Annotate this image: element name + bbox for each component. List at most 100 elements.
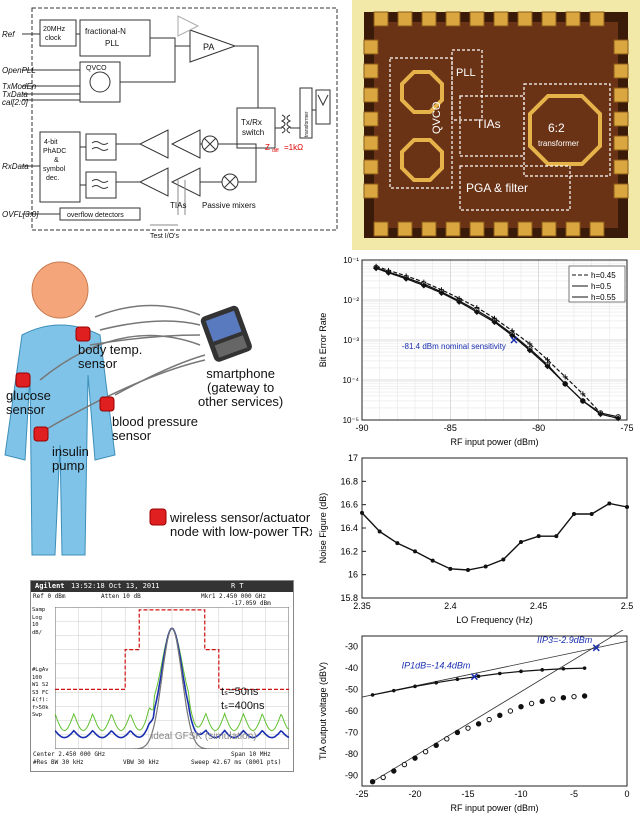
ber-legend-label: h=0.45 — [591, 271, 616, 280]
lin-im3-point — [401, 761, 408, 768]
ber-point — [597, 411, 604, 418]
die-label-transformer: 6:2 — [548, 121, 565, 135]
svg-text:RxData: RxData — [2, 162, 29, 171]
ber-point — [438, 289, 445, 296]
nf-ytick: 17 — [348, 453, 358, 463]
ber-ytick: 10⁻² — [343, 296, 359, 305]
nf-chart: 15.8 16 16.2 16.4 16.6 16.8 17 2.35 2.4 2.45 2.5 LO… — [312, 450, 640, 630]
spectrum-atten: Atten 10 dB — [101, 593, 141, 600]
svg-text:Tx/Rx: Tx/Rx — [241, 118, 262, 127]
lin-im3-point — [550, 696, 556, 702]
spectrum-brand: Agilent — [35, 582, 65, 590]
ber-point — [562, 380, 569, 387]
lin-fund-point — [413, 684, 417, 689]
ber-legend-box — [568, 265, 626, 303]
spectrum-rt: R T — [231, 582, 244, 590]
label-smartphone: smartphone (gateway to other services) — [198, 366, 284, 409]
svg-text:OpenPLL: OpenPLL — [2, 66, 36, 75]
spectrum-header: Agilent 13:52:18 Oct 13, 2011 R T — [31, 581, 293, 592]
nf-ytick: 16.2 — [340, 546, 358, 556]
svg-text:QVCO: QVCO — [86, 65, 107, 72]
nf-point — [554, 534, 559, 539]
node-legend — [149, 508, 167, 526]
nf-point — [519, 540, 523, 544]
spectrum-t2: tₛ=400ns — [221, 700, 265, 712]
ber-xlabel: RF input power (dBm) — [450, 437, 538, 447]
svg-text:20MHz: 20MHz — [43, 26, 66, 33]
lin-xtick: -15 — [461, 789, 474, 799]
lin-im3-point — [518, 704, 524, 710]
ber-point — [527, 341, 533, 347]
lin-ip1db-marker — [470, 673, 478, 681]
lin-im3-point — [581, 693, 588, 699]
ber-xtick: -75 — [620, 423, 633, 433]
svg-text:overflow detectors: overflow detectors — [67, 212, 124, 219]
spectrum-screen: Agilent 13:52:18 Oct 13, 2011 R T Ref 0 … — [30, 580, 294, 772]
svg-text:=1kΩ: =1kΩ — [284, 143, 303, 152]
ber-point — [545, 357, 550, 363]
ber-ytick: 10⁻⁴ — [342, 376, 359, 385]
lin-ytick: -80 — [345, 749, 358, 759]
ber-annotation: -81.4 dBm nominal sensitivity — [402, 342, 506, 351]
lin-fund-point — [392, 688, 396, 693]
lin-im3-point — [369, 779, 376, 785]
spectrum-side-label: f>50k — [32, 704, 49, 711]
nf-xlabel: LO Frequency (Hz) — [456, 615, 533, 625]
nf-xtick: 2.45 — [530, 601, 548, 611]
spec-trace-ideal — [55, 627, 289, 749]
lin-fund-point — [540, 668, 544, 672]
nf-point — [625, 505, 629, 509]
label-glucose: glucose sensor — [6, 388, 51, 417]
ber-ylabel: Bit Error Rate — [318, 313, 328, 368]
nf-chart-svg: 15.8 16 16.2 16.4 16.6 16.8 17 2.35 2.4 2.45 2.5 LO… — [318, 453, 634, 625]
lin-xlabel: RF input power (dBm) — [450, 803, 538, 813]
ber-point — [385, 269, 392, 276]
block-diagram: Ref OpenPLL TxModEn TxData cal[2:0] RxDa… — [0, 0, 345, 250]
spectrum-t1: tₛ=50ns — [221, 686, 259, 698]
spectrum-side-label — [32, 645, 54, 653]
ber-ytick: 10⁻⁵ — [343, 416, 359, 425]
node-insulin — [33, 426, 49, 442]
lin-ytick: -30 — [345, 642, 358, 652]
die-label-pga: PGA & filter — [466, 181, 528, 195]
lin-im3-point — [486, 716, 492, 723]
die-photo: QVCO PLL TIAs 6:2 transformer PGA & filt… — [352, 0, 640, 250]
nf-point — [430, 558, 435, 563]
nf-xtick: 2.4 — [444, 601, 457, 611]
spectrum-span: Span 10 MHz — [231, 751, 271, 758]
svg-text:TxModEn: TxModEn — [2, 82, 37, 91]
lin-xtick: -25 — [355, 789, 368, 799]
lin-iip3-marker — [592, 644, 600, 652]
lin-im3-point — [475, 721, 482, 727]
lin-xtick: -5 — [570, 789, 578, 799]
nf-point — [536, 534, 541, 539]
nf-point — [395, 541, 400, 546]
svg-text:TIAs: TIAs — [170, 201, 186, 210]
ber-point — [491, 319, 498, 326]
ber-legend-label: h=0.5 — [591, 282, 612, 291]
lin-ytick: -70 — [345, 727, 358, 737]
spectrum-side-label: #LgAv — [32, 667, 49, 673]
nf-series-line — [361, 502, 628, 571]
lin-fund-point — [498, 671, 502, 676]
lin-im3-point — [380, 774, 386, 781]
lin-im3-point — [391, 768, 397, 774]
spectrum-res: #Res BW 30 kHz — [33, 759, 84, 766]
nf-point — [607, 501, 612, 506]
ber-annotation-marker — [510, 336, 518, 344]
spec-mask — [55, 609, 289, 690]
ber-point — [615, 415, 622, 422]
linearity-chart-svg: -30-40-50-60-70-80-90-25 -20 -15 -10 -5 0RF i… — [318, 630, 630, 813]
svg-text:PhADC: PhADC — [43, 148, 66, 155]
lin-ytick: -40 — [345, 663, 358, 673]
node-blood-pressure — [99, 396, 115, 412]
nf-xtick: 2.5 — [621, 601, 634, 611]
lin-im3-point — [444, 736, 450, 742]
lin-im3-point — [507, 708, 514, 714]
ber-point — [579, 397, 586, 404]
nf-point — [448, 566, 453, 571]
die-label-tias: TIAs — [476, 117, 501, 131]
body-network: body temp. sensor glucose sensor blood p… — [0, 255, 312, 575]
nf-point — [572, 512, 576, 516]
spectrum-side-label: £(f): — [32, 697, 49, 703]
